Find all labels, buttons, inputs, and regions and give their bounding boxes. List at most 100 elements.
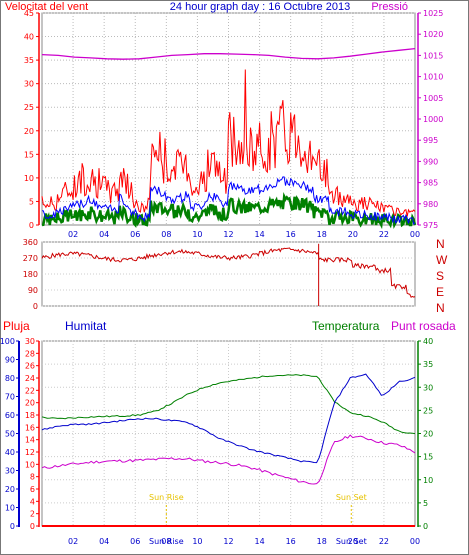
wind-x-tick-label: 20 [348,230,358,239]
temperature-axis-title: Temperatura [312,319,380,333]
rain-axis-tick-label: 4 [30,497,35,506]
wind-direction-series [41,247,416,298]
sunset-axis-label: Sun Set [336,537,367,546]
wind-x-tick-label: 10 [192,230,202,239]
wind-axis-tick-label: 5 [29,197,34,206]
wind-low-series [41,191,417,230]
pressure-axis-tick-label: 1005 [423,94,443,103]
rain-axis-tick-label: 26 [25,362,35,371]
direction-axis-tick-label: 90 [28,286,38,295]
humidity-x-tick-label: 00 [410,537,420,546]
rain-axis-tick-label: 2 [30,510,35,519]
humidity-x-tick-label: 14 [254,537,264,546]
pressure-axis-tick-label: 990 [423,157,438,166]
rain-axis-tick-label: 14 [25,436,35,445]
direction-axis-tick-label: 360 [23,238,38,247]
temperature-series [41,374,416,435]
compass-label: N [436,301,445,315]
humidity-axis-title: Humitat [65,319,107,333]
humidity-axis-tick-label: 40 [5,448,15,457]
direction-axis-tick-label: 0 [33,302,38,311]
wind-x-tick-label: 22 [379,230,389,239]
humidity-axis-tick-label: 90 [5,356,15,365]
wind-axis-tick-label: 25 [24,103,34,112]
pressure-axis-tick-label: 985 [423,179,438,188]
wind-x-tick-label: 04 [99,230,109,239]
humidity-x-tick-label: 20 [348,537,358,546]
wind-x-tick-label: 08 [161,230,171,239]
wind-gust-series [41,69,416,217]
sunrise-label: Sun Rise [149,493,184,502]
humidity-x-tick-label: 18 [317,537,327,546]
pressure-axis-tick-label: 1000 [423,115,443,124]
rain-axis-tick-label: 24 [25,374,35,383]
humidity-x-tick-label: 16 [286,537,296,546]
dewpoint-axis-title: Punt rosada [391,319,456,333]
wind-axis-tick-label: 20 [24,127,34,136]
wind-avg-series [41,176,416,226]
humidity-axis-tick-label: 20 [5,485,15,494]
temperature-axis-tick-label: 20 [423,430,433,439]
humidity-x-tick-label: 08 [161,537,171,546]
humidity-x-tick-label: 04 [99,537,109,546]
temperature-axis-tick-label: 10 [423,476,433,485]
wind-axis-tick-label: 40 [24,33,34,42]
wind-axis-tick-label: 30 [24,80,34,89]
temperature-axis-tick-label: 25 [423,406,433,415]
rain-axis-tick-label: 20 [25,399,35,408]
pressure-axis-tick-label: 1020 [423,30,443,39]
humidity-x-tick-label: 02 [68,537,78,546]
temperature-axis-tick-label: 35 [423,360,433,369]
pressure-axis-tick-label: 975 [423,221,438,230]
dewpoint-series [41,434,416,485]
humidity-axis-tick-label: 70 [5,393,15,402]
temperature-axis-tick-label: 5 [423,499,428,508]
wind-x-tick-label: 06 [130,230,140,239]
compass-label: W [436,253,448,267]
temperature-axis-tick-label: 15 [423,453,433,462]
sunrise-axis-label: Sun Rise [149,537,184,546]
wind-x-tick-label: 00 [410,230,420,239]
wind-x-tick-label: 18 [317,230,327,239]
wind-axis-tick-label: 35 [24,56,34,65]
humidity-series [41,373,416,464]
humidity-axis-tick-label: 100 [0,337,15,346]
wind-axis-tick-label: 0 [29,221,34,230]
humidity-x-tick-label: 12 [223,537,233,546]
rain-axis-tick-label: 8 [30,473,35,482]
rain-axis-tick-label: 0 [30,522,35,531]
rain-axis-tick-label: 12 [25,448,35,457]
humidity-x-tick-label: 10 [192,537,202,546]
humidity-x-tick-label: 06 [130,537,140,546]
pressure-axis-tick-label: 1025 [423,9,443,18]
rain-axis-tick-label: 6 [30,485,35,494]
wind-x-tick-label: 12 [223,230,233,239]
humidity-axis-tick-label: 10 [5,504,15,513]
rain-axis-title: Pluja [3,319,30,333]
temperature-axis-tick-label: 40 [423,337,433,346]
humidity-axis-tick-label: 80 [5,374,15,383]
pressure-series [41,47,416,60]
sunset-label: Sun Set [336,493,367,502]
rain-axis-tick-label: 22 [25,386,35,395]
graph-title: 24 hour graph day : 16 Octubre 2013 [170,1,350,13]
temperature-axis-tick-label: 0 [423,522,428,531]
wind-axis-tick-label: 45 [24,9,34,18]
wind-x-tick-label: 16 [286,230,296,239]
humidity-axis-tick-label: 30 [5,467,15,476]
humidity-temperature-panel: Pluja Humitat Temperatura Punt rosada Su… [0,319,456,546]
pressure-axis-tick-label: 1015 [423,51,443,60]
wind-axis-tick-label: 10 [24,174,34,183]
rain-axis-tick-label: 10 [25,460,35,469]
humidity-axis-tick-label: 50 [5,430,15,439]
humidity-x-tick-label: 22 [379,537,389,546]
rain-axis-tick-label: 16 [25,423,35,432]
pressure-title: Pressió [371,1,408,13]
wind-x-tick-label: 02 [68,230,78,239]
compass-label: N [436,237,445,251]
pressure-axis-tick-label: 995 [423,136,438,145]
pressure-axis-tick-label: 1010 [423,73,443,82]
